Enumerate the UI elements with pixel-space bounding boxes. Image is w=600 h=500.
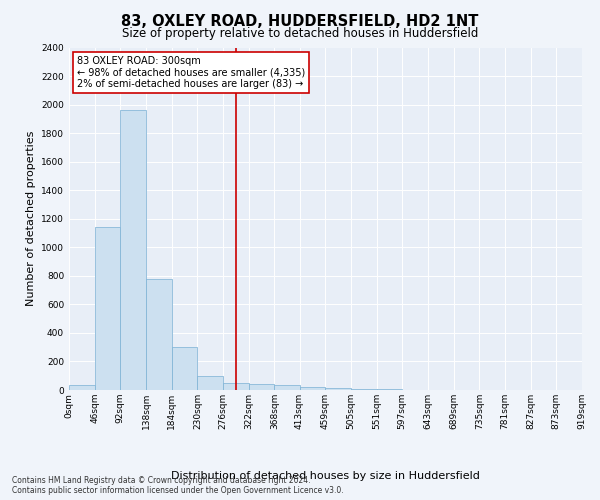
Text: 83, OXLEY ROAD, HUDDERSFIELD, HD2 1NT: 83, OXLEY ROAD, HUDDERSFIELD, HD2 1NT xyxy=(121,14,479,29)
Bar xyxy=(146,278,172,390)
Bar xyxy=(121,110,146,390)
Text: Size of property relative to detached houses in Huddersfield: Size of property relative to detached ho… xyxy=(122,28,478,40)
Bar xyxy=(172,347,197,390)
Text: Contains HM Land Registry data © Crown copyright and database right 2024.: Contains HM Land Registry data © Crown c… xyxy=(12,476,311,485)
Bar xyxy=(325,388,351,390)
Text: 83 OXLEY ROAD: 300sqm
← 98% of detached houses are smaller (4,335)
2% of semi-de: 83 OXLEY ROAD: 300sqm ← 98% of detached … xyxy=(77,56,305,89)
Text: Contains public sector information licensed under the Open Government Licence v3: Contains public sector information licen… xyxy=(12,486,344,495)
Bar xyxy=(274,385,299,390)
Bar xyxy=(299,387,325,390)
Bar xyxy=(95,228,121,390)
Bar xyxy=(249,384,274,390)
Bar xyxy=(351,388,377,390)
Bar xyxy=(223,383,249,390)
Bar xyxy=(69,385,95,390)
Bar xyxy=(197,376,223,390)
X-axis label: Distribution of detached houses by size in Huddersfield: Distribution of detached houses by size … xyxy=(171,471,480,481)
Y-axis label: Number of detached properties: Number of detached properties xyxy=(26,131,35,306)
